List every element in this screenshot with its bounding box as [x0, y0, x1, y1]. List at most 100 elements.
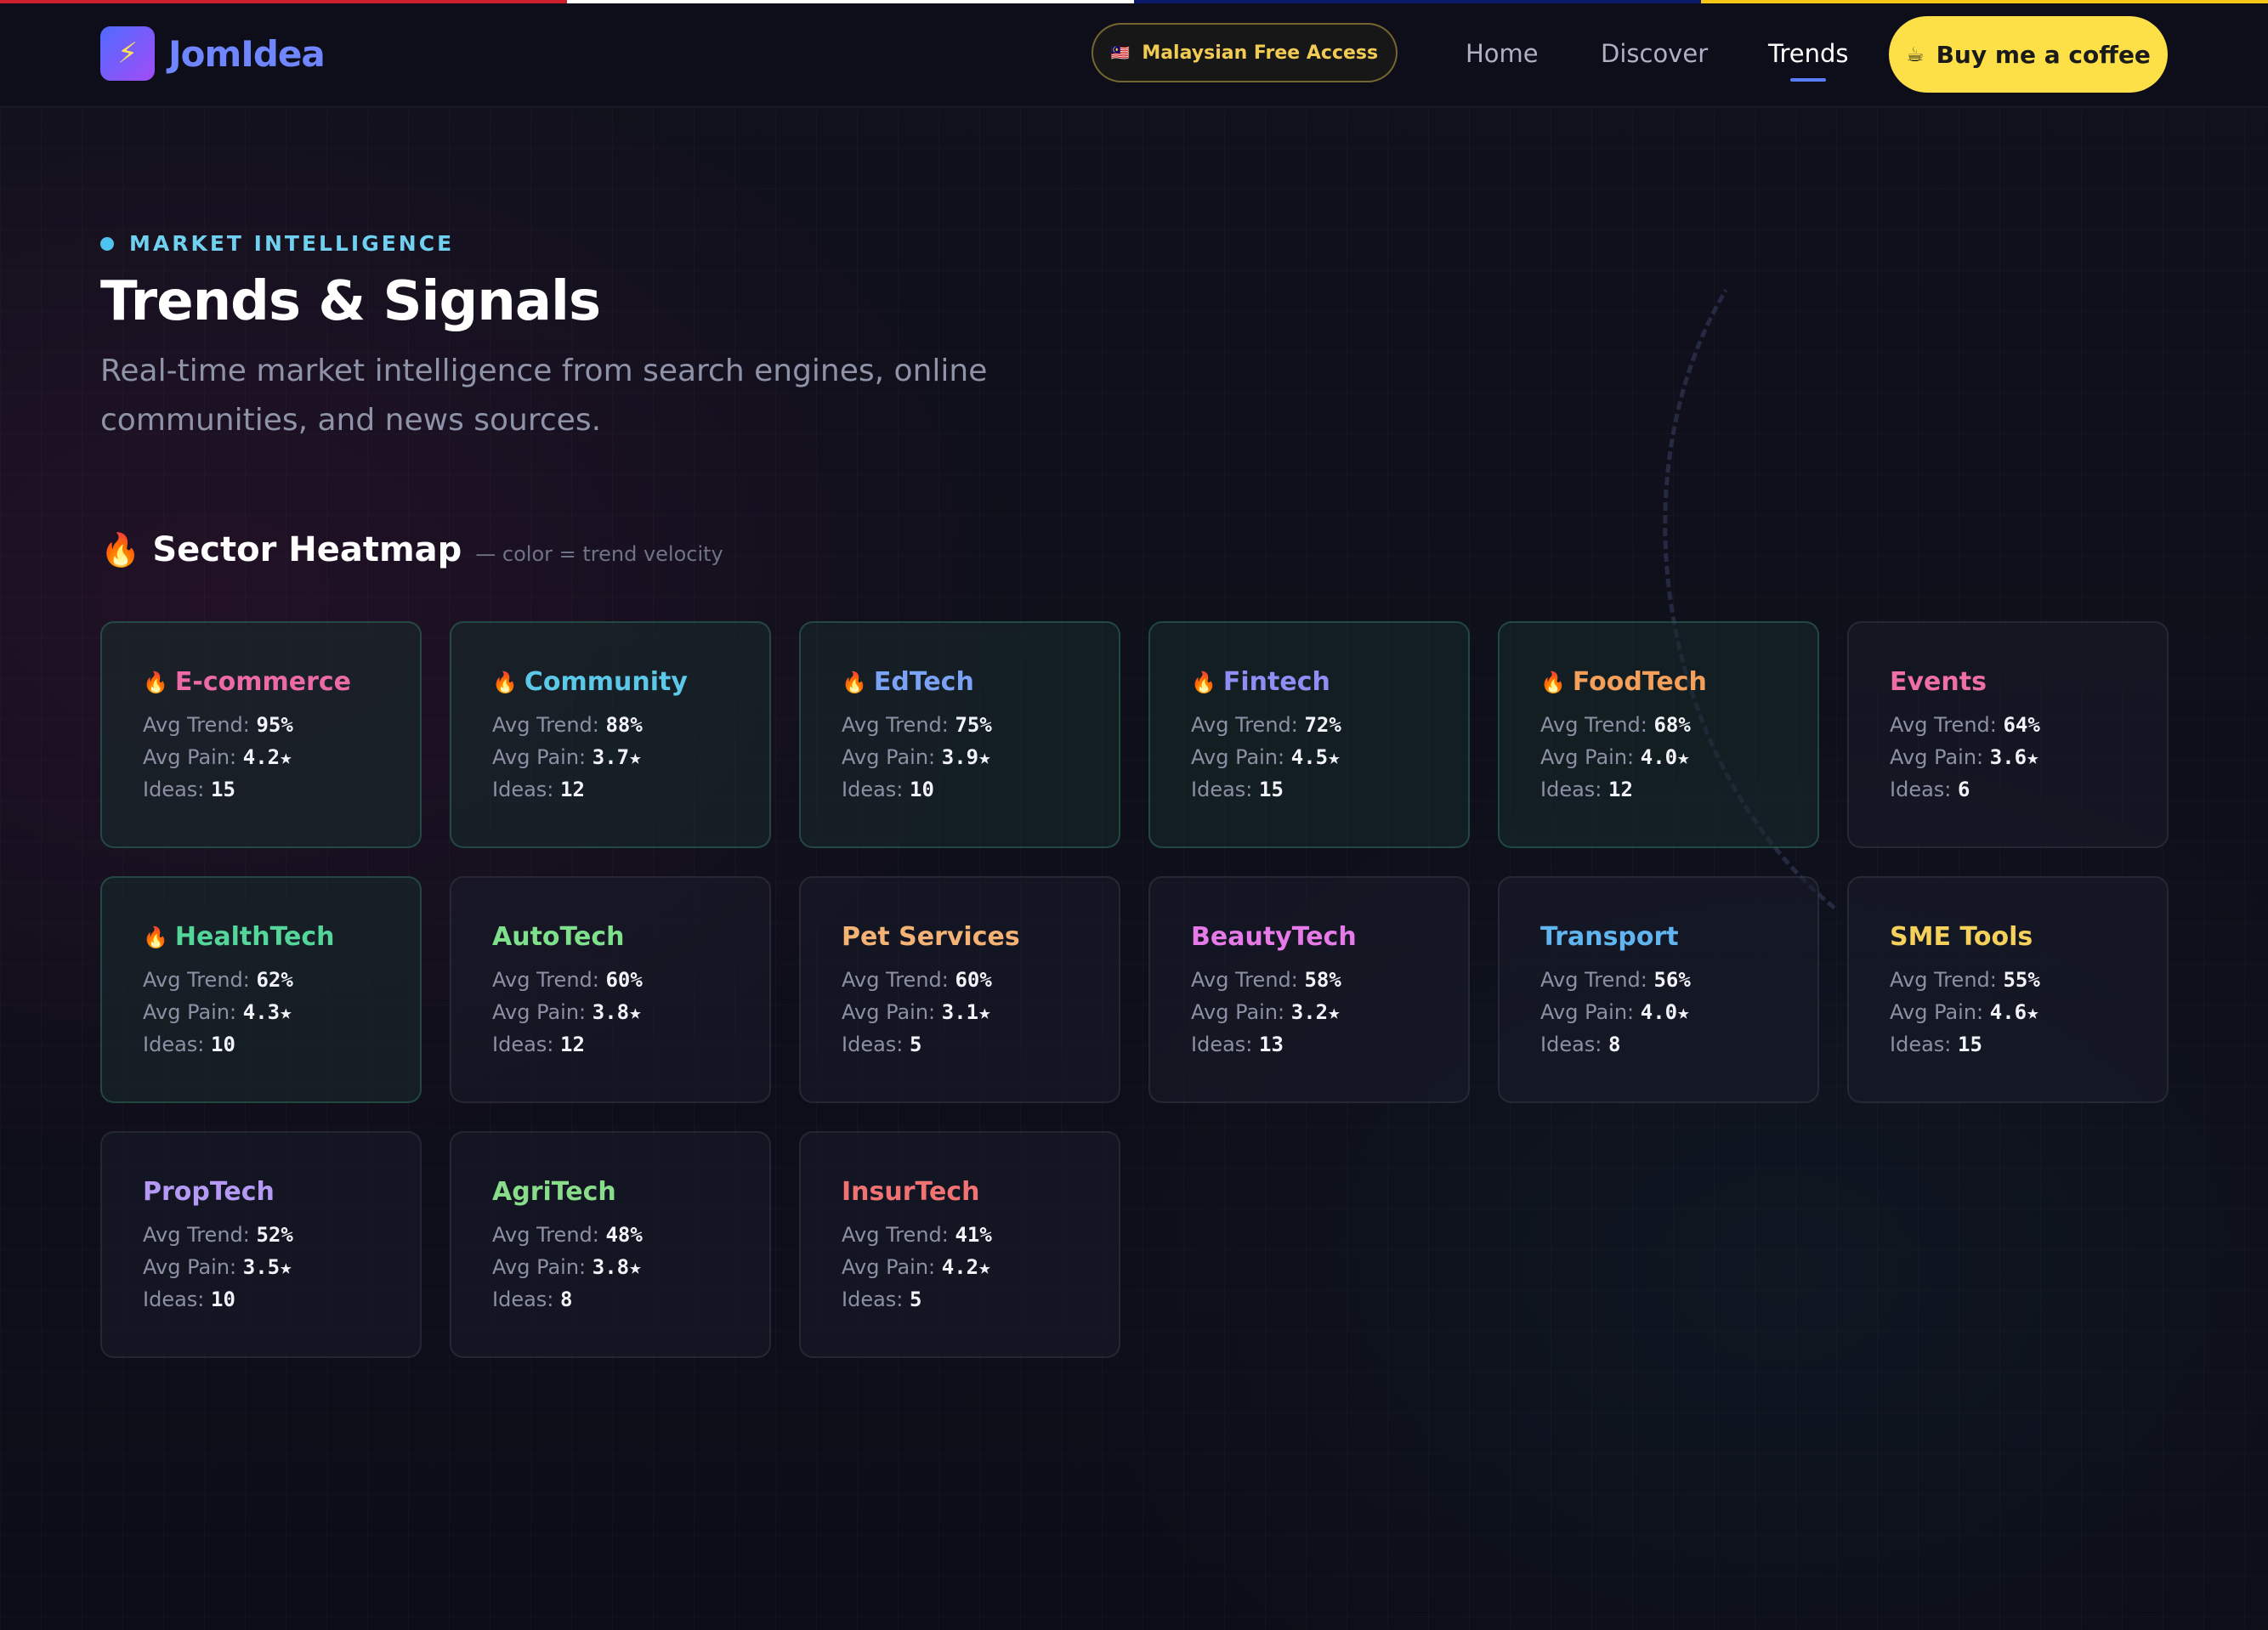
avg-trend-row: Avg Trend: 52%: [143, 1219, 420, 1251]
avg-pain-label: Avg Pain:: [1540, 745, 1641, 769]
ideas-count-row: Ideas: 10: [143, 1283, 420, 1316]
fire-icon: 🔥: [1540, 670, 1566, 694]
brand-name: JomIdea: [168, 32, 326, 75]
ideas-count-value: 10: [910, 778, 934, 801]
avg-trend-label: Avg Trend:: [1890, 713, 2004, 737]
ideas-count-value: 5: [910, 1288, 922, 1311]
brand-logo[interactable]: ⚡ JomIdea: [100, 26, 326, 81]
avg-pain-row: Avg Pain: 4.6★: [1890, 996, 2167, 1028]
ideas-count-value: 5: [910, 1033, 922, 1056]
avg-pain-value: 4.0★: [1640, 1000, 1690, 1024]
page-title: Trends & Signals: [100, 270, 601, 333]
heatmap-header: 🔥 Sector Heatmap — color = trend velocit…: [100, 530, 723, 569]
sector-card-healthtech[interactable]: 🔥 HealthTech Avg Trend: 62% Avg Pain: 4.3★ I…: [100, 876, 422, 1103]
stripe-segment-blue: [1134, 0, 1701, 3]
ideas-count-value: 8: [560, 1288, 573, 1311]
avg-trend-row: Avg Trend: 60%: [492, 964, 769, 996]
sector-card-pet-services[interactable]: Pet Services Avg Trend: 60% Avg Pain: 3.1★…: [799, 876, 1120, 1103]
avg-pain-value: 3.9★: [941, 745, 991, 769]
sector-card-edtech[interactable]: 🔥 EdTech Avg Trend: 75% Avg Pain: 3.9★ Ideas…: [799, 621, 1120, 848]
nav-discover[interactable]: Discover: [1601, 39, 1709, 68]
buy-me-a-coffee-button[interactable]: ☕ Buy me a coffee: [1889, 16, 2168, 93]
sector-name: 🔥 E-commerce: [143, 667, 420, 697]
section-eyebrow: MARKET INTELLIGENCE: [100, 231, 454, 256]
avg-pain-value: 3.5★: [242, 1255, 292, 1279]
avg-trend-value: 62%: [256, 968, 293, 992]
sector-name-label: BeautyTech: [1191, 922, 1357, 952]
sector-name-label: InsurTech: [842, 1177, 980, 1207]
sector-card-autotech[interactable]: AutoTech Avg Trend: 60% Avg Pain: 3.8★ Idea…: [450, 876, 771, 1103]
ideas-count-label: Ideas:: [1890, 1033, 1959, 1056]
ideas-count-label: Ideas:: [1540, 1033, 1609, 1056]
avg-trend-row: Avg Trend: 95%: [143, 709, 420, 741]
nav-home[interactable]: Home: [1466, 39, 1539, 68]
avg-trend-label: Avg Trend:: [1540, 713, 1654, 737]
sector-card-agritech[interactable]: AgriTech Avg Trend: 48% Avg Pain: 3.8★ Idea…: [450, 1131, 771, 1358]
ideas-count-label: Ideas:: [842, 778, 910, 801]
sector-name: 🔥 Community: [492, 667, 769, 697]
avg-pain-row: Avg Pain: 3.5★: [143, 1251, 420, 1283]
sector-name: Transport: [1540, 922, 1817, 952]
ideas-count-row: Ideas: 10: [143, 1028, 420, 1061]
ideas-count-row: Ideas: 13: [1191, 1028, 1468, 1061]
sector-card-community[interactable]: 🔥 Community Avg Trend: 88% Avg Pain: 3.7★ Id…: [450, 621, 771, 848]
ideas-count-row: Ideas: 10: [842, 773, 1119, 806]
ideas-count-row: Ideas: 15: [1890, 1028, 2167, 1061]
page-subtitle: Real-time market intelligence from searc…: [100, 354, 988, 438]
ideas-count-value: 12: [560, 778, 585, 801]
ideas-count-row: Ideas: 12: [492, 1028, 769, 1061]
ideas-count-row: Ideas: 5: [842, 1283, 1119, 1316]
avg-pain-row: Avg Pain: 4.2★: [842, 1251, 1119, 1283]
sector-card-sme-tools[interactable]: SME Tools Avg Trend: 55% Avg Pain: 4.6★ Ide…: [1847, 876, 2169, 1103]
lightning-icon: ⚡: [100, 26, 155, 81]
sector-name-label: AutoTech: [492, 922, 625, 952]
heatmap-legend-note: — color = trend velocity: [475, 542, 723, 566]
sector-heatmap-grid: 🔥 E-commerce Avg Trend: 95% Avg Pain: 4.2★ I…: [100, 621, 2169, 1358]
sector-name-label: Fintech: [1222, 667, 1330, 697]
ideas-count-row: Ideas: 8: [492, 1283, 769, 1316]
sector-card-fintech[interactable]: 🔥 Fintech Avg Trend: 72% Avg Pain: 4.5★ Idea…: [1148, 621, 1470, 848]
sector-card-proptech[interactable]: PropTech Avg Trend: 52% Avg Pain: 3.5★ Idea…: [100, 1131, 422, 1358]
sector-card-beautytech[interactable]: BeautyTech Avg Trend: 58% Avg Pain: 3.2★ Id…: [1148, 876, 1470, 1103]
ideas-count-label: Ideas:: [492, 1033, 561, 1056]
sector-card-transport[interactable]: Transport Avg Trend: 56% Avg Pain: 4.0★ Ide…: [1498, 876, 1819, 1103]
avg-pain-value: 3.6★: [1989, 745, 2039, 769]
sector-name-label: Community: [524, 667, 688, 697]
nav-trends[interactable]: Trends: [1768, 39, 1849, 68]
avg-pain-label: Avg Pain:: [1540, 1000, 1641, 1024]
sector-name-label: Transport: [1540, 922, 1679, 952]
avg-trend-row: Avg Trend: 62%: [143, 964, 420, 996]
background-grid: [0, 107, 2268, 1630]
avg-pain-label: Avg Pain:: [492, 1255, 593, 1279]
avg-trend-label: Avg Trend:: [842, 713, 955, 737]
avg-pain-label: Avg Pain:: [143, 1000, 243, 1024]
avg-trend-row: Avg Trend: 41%: [842, 1219, 1119, 1251]
avg-pain-value: 4.6★: [1989, 1000, 2039, 1024]
avg-pain-label: Avg Pain:: [1890, 1000, 1990, 1024]
avg-trend-row: Avg Trend: 64%: [1890, 709, 2167, 741]
avg-pain-row: Avg Pain: 4.5★: [1191, 741, 1468, 773]
avg-pain-label: Avg Pain:: [842, 745, 942, 769]
ideas-count-row: Ideas: 8: [1540, 1028, 1817, 1061]
avg-pain-label: Avg Pain:: [143, 745, 243, 769]
sector-name: 🔥 HealthTech: [143, 922, 420, 952]
sector-card-e-commerce[interactable]: 🔥 E-commerce Avg Trend: 95% Avg Pain: 4.2★ I…: [100, 621, 422, 848]
badge-label: Malaysian Free Access: [1142, 42, 1379, 64]
sector-card-insurtech[interactable]: InsurTech Avg Trend: 41% Avg Pain: 4.2★ Ide…: [799, 1131, 1120, 1358]
avg-trend-row: Avg Trend: 88%: [492, 709, 769, 741]
avg-trend-label: Avg Trend:: [143, 1223, 257, 1247]
sector-name: AutoTech: [492, 922, 769, 952]
ideas-count-value: 13: [1259, 1033, 1284, 1056]
avg-pain-row: Avg Pain: 3.6★: [1890, 741, 2167, 773]
avg-pain-value: 3.2★: [1290, 1000, 1341, 1024]
sector-card-events[interactable]: Events Avg Trend: 64% Avg Pain: 3.6★ Ideas:…: [1847, 621, 2169, 848]
sector-name: 🔥 FoodTech: [1540, 667, 1817, 697]
ideas-count-row: Ideas: 12: [1540, 773, 1817, 806]
avg-trend-label: Avg Trend:: [1540, 968, 1654, 992]
coffee-cup-icon: ☕: [1906, 42, 1925, 66]
avg-trend-row: Avg Trend: 68%: [1540, 709, 1817, 741]
avg-pain-value: 3.7★: [592, 745, 642, 769]
sector-card-foodtech[interactable]: 🔥 FoodTech Avg Trend: 68% Avg Pain: 4.0★ Ide…: [1498, 621, 1819, 848]
avg-pain-label: Avg Pain:: [492, 745, 593, 769]
ideas-count-row: Ideas: 6: [1890, 773, 2167, 806]
